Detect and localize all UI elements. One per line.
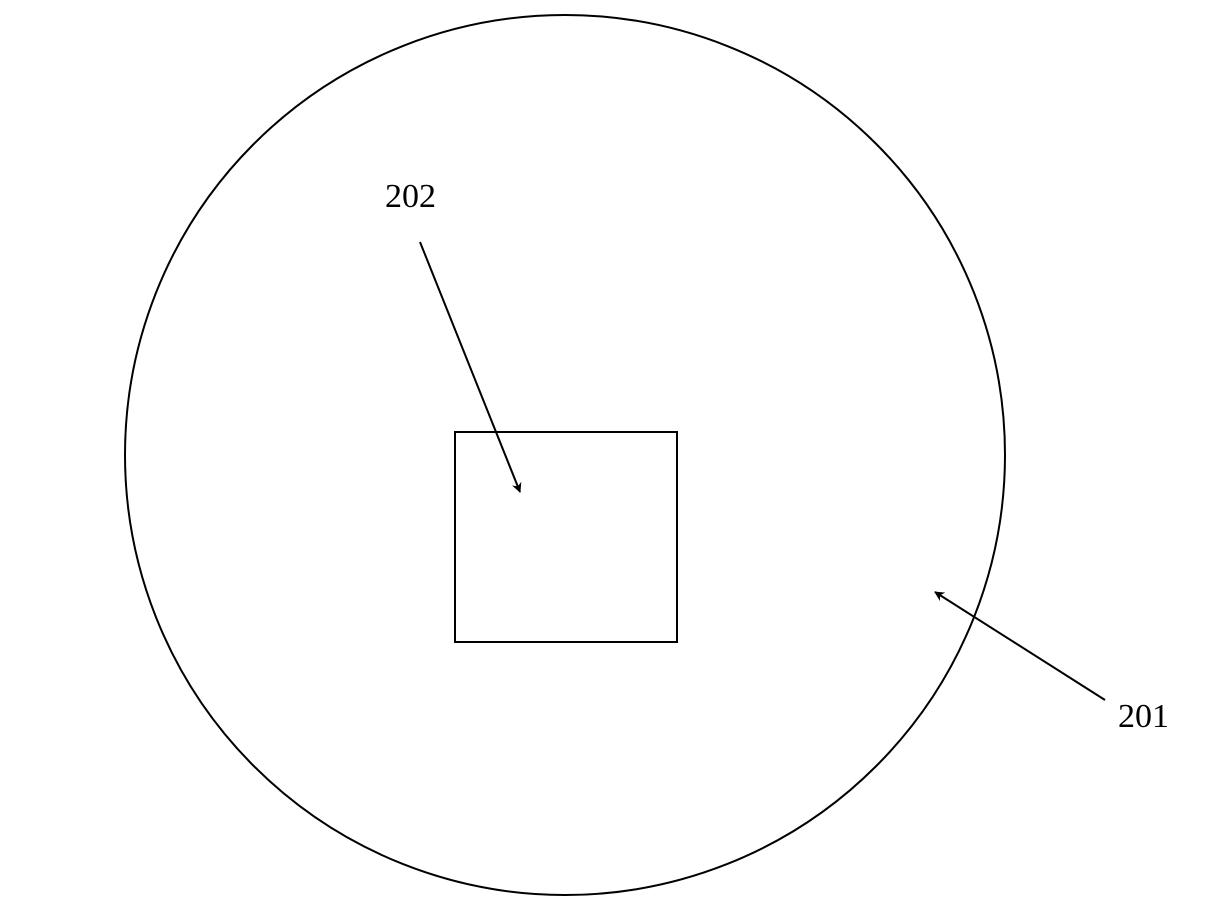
outer-circle <box>125 15 1005 895</box>
label-202: 202 <box>385 178 436 216</box>
diagram-svg <box>0 0 1232 912</box>
label-201: 201 <box>1118 698 1169 736</box>
diagram-canvas: 202 201 <box>0 0 1232 912</box>
arrow-to-square <box>420 242 520 492</box>
inner-square <box>455 432 677 642</box>
